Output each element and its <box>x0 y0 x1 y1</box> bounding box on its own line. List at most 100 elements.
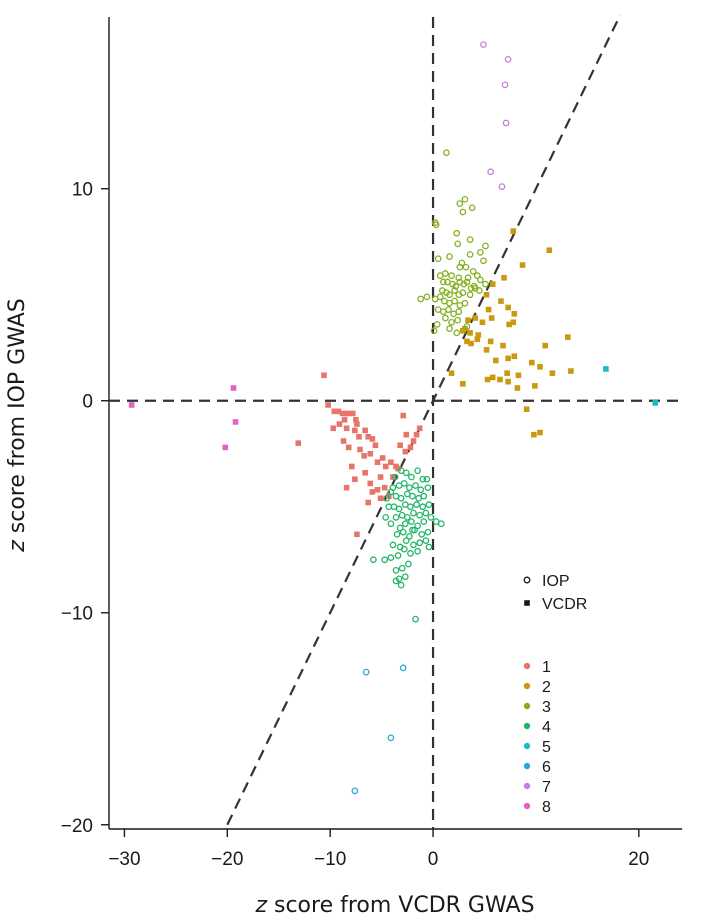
x-tick-label: 0 <box>428 849 439 870</box>
point-group-3 <box>462 263 470 271</box>
point-group-4 <box>389 541 397 549</box>
point-group-2 <box>537 364 543 370</box>
point-group-3 <box>442 270 449 277</box>
point-group-1 <box>407 444 414 451</box>
point-group-3 <box>448 272 455 280</box>
point-group-4 <box>414 547 421 555</box>
x-tick-label: −10 <box>314 849 346 870</box>
point-group-2 <box>489 374 496 381</box>
point-group-2 <box>510 228 517 234</box>
point-group-4 <box>410 541 417 549</box>
point-group-3 <box>451 297 459 305</box>
point-group-7 <box>504 56 512 63</box>
point-group-3 <box>459 289 467 296</box>
legend-color-label: 7 <box>542 779 551 796</box>
point-group-8 <box>230 385 237 391</box>
point-group-1 <box>374 459 381 466</box>
point-group-2 <box>485 306 492 313</box>
point-group-1 <box>381 484 388 491</box>
legend-color-label: 2 <box>542 679 551 696</box>
y-tick-label: −20 <box>61 816 93 837</box>
point-group-1 <box>365 499 372 506</box>
point-group-2 <box>472 315 479 321</box>
point-group-3 <box>480 257 487 265</box>
point-group-5 <box>652 400 659 406</box>
point-group-4 <box>387 520 395 528</box>
point-group-4 <box>427 513 435 521</box>
point-group-1 <box>356 433 362 440</box>
point-group-4 <box>407 550 414 557</box>
point-group-1 <box>367 480 374 487</box>
point-group-2 <box>511 311 518 317</box>
point-group-1 <box>335 408 342 415</box>
point-group-2 <box>475 332 482 338</box>
point-group-4 <box>370 556 377 564</box>
point-group-3 <box>451 287 459 294</box>
legend-color-swatch <box>523 662 531 670</box>
point-group-1 <box>354 421 360 427</box>
legend: IOP VCDR 1 2 3 4 5 6 7 8 <box>523 573 587 816</box>
point-group-1 <box>352 427 358 434</box>
point-group-4 <box>394 552 402 559</box>
point-group-2 <box>519 262 526 268</box>
point-group-2 <box>511 353 518 360</box>
point-group-3 <box>443 149 450 157</box>
point-group-3 <box>433 321 441 328</box>
point-group-4 <box>419 503 427 511</box>
legend-color-label: 4 <box>542 719 551 736</box>
point-group-4 <box>416 539 424 547</box>
point-group-1 <box>413 431 420 438</box>
point-group-1 <box>343 425 350 432</box>
point-group-4 <box>424 528 432 536</box>
point-group-3 <box>453 329 461 337</box>
point-group-4 <box>425 543 433 551</box>
point-group-4 <box>422 537 430 545</box>
point-group-4 <box>412 615 419 623</box>
point-group-3 <box>439 278 447 286</box>
axis-ticks: −30 −20 −10 0 20 −20 −10 0 10 <box>61 180 650 870</box>
y-axis-label: z score from IOP GWAS <box>5 298 30 553</box>
point-group-4 <box>385 503 393 511</box>
point-group-1 <box>325 402 331 408</box>
point-group-3 <box>461 195 469 203</box>
point-group-4 <box>401 501 409 508</box>
point-group-4 <box>393 530 401 538</box>
point-group-4 <box>401 520 409 528</box>
point-group-4 <box>411 526 418 534</box>
point-group-6 <box>387 734 395 742</box>
x-tick-label: −20 <box>211 849 243 870</box>
point-group-4 <box>398 564 406 572</box>
point-group-1 <box>400 412 407 419</box>
point-group-4 <box>392 577 400 585</box>
legend-color-label: 1 <box>542 659 551 676</box>
x-tick-label: −30 <box>108 849 140 870</box>
point-group-3 <box>461 299 469 307</box>
legend-shape-square <box>524 600 530 606</box>
point-group-2 <box>568 368 574 374</box>
point-group-3 <box>436 293 444 301</box>
point-group-4 <box>420 518 428 525</box>
point-group-6 <box>351 787 359 795</box>
legend-shape-label: VCDR <box>542 596 587 613</box>
point-group-4 <box>392 566 400 574</box>
point-group-1 <box>402 448 409 455</box>
point-group-3 <box>477 276 484 284</box>
point-group-3 <box>430 327 438 335</box>
point-group-1 <box>352 476 358 482</box>
point-group-2 <box>489 281 496 287</box>
point-group-4 <box>387 554 395 561</box>
point-group-3 <box>432 221 440 229</box>
point-group-2 <box>467 330 473 336</box>
point-group-3 <box>468 204 476 212</box>
data-points <box>128 41 659 795</box>
point-group-3 <box>456 200 464 207</box>
point-group-2 <box>484 376 491 383</box>
point-group-3 <box>473 272 481 280</box>
legend-color-swatch <box>523 782 531 790</box>
point-group-2 <box>565 334 571 340</box>
point-group-1 <box>321 372 327 379</box>
point-group-2 <box>488 315 495 321</box>
point-group-2 <box>479 319 486 326</box>
point-group-1 <box>377 495 384 502</box>
